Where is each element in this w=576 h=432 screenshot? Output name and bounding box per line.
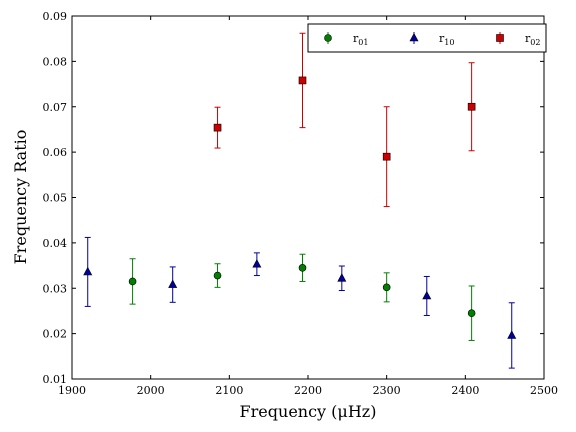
series-10 — [83, 236, 517, 369]
y-tick-label: 0.08 — [43, 55, 68, 68]
plot-area — [71, 15, 545, 380]
y-tick-label: 0.01 — [43, 373, 68, 386]
data-point — [168, 279, 178, 288]
y-axis-title: Frequency Ratio — [11, 130, 30, 265]
data-point — [128, 277, 137, 286]
series-02 — [213, 32, 476, 208]
legend-label: r02 — [525, 32, 540, 47]
data-point — [337, 273, 347, 282]
y-tick-label: 0.07 — [43, 101, 68, 114]
data-point — [252, 259, 262, 268]
legend-label: r10 — [439, 32, 454, 47]
data-marks — [83, 32, 517, 369]
y-tick-label: 0.06 — [43, 146, 68, 159]
y-tick-label: 0.09 — [43, 10, 68, 23]
data-point — [298, 76, 307, 85]
y-tick-label: 0.04 — [43, 237, 68, 250]
x-tick-label: 1900 — [58, 384, 86, 397]
legend-marker — [324, 34, 332, 42]
x-tick-label: 2400 — [451, 384, 479, 397]
x-axis-title: Frequency (μHz) — [240, 402, 377, 421]
x-tick-label: 2300 — [373, 384, 401, 397]
data-point — [422, 290, 432, 300]
legend: r01 r10 r02 — [307, 23, 547, 53]
axis-ticks: 1900 2000 2100 2200 2300 2400 2500 0.01 0.02 0.03… — [43, 10, 559, 397]
x-tick-label: 2500 — [530, 384, 558, 397]
data-point — [382, 283, 391, 292]
data-point — [213, 271, 222, 280]
data-point — [467, 102, 476, 111]
x-tick-label: 2200 — [294, 384, 322, 397]
series-01 — [128, 253, 476, 341]
data-point — [382, 152, 391, 161]
data-point — [83, 266, 93, 276]
x-tick-label: 2000 — [137, 384, 165, 397]
y-tick-label: 0.02 — [43, 328, 68, 341]
y-tick-label: 0.03 — [43, 282, 68, 295]
legend-marker — [496, 34, 504, 42]
data-point — [298, 264, 307, 272]
x-tick-label: 2100 — [215, 384, 243, 397]
legend-box — [307, 23, 547, 53]
legend-marker — [409, 32, 419, 42]
data-point — [507, 330, 517, 339]
legend-label: r01 — [353, 32, 368, 47]
y-tick-label: 0.05 — [43, 192, 68, 205]
data-point — [213, 123, 222, 132]
data-point — [467, 309, 476, 318]
